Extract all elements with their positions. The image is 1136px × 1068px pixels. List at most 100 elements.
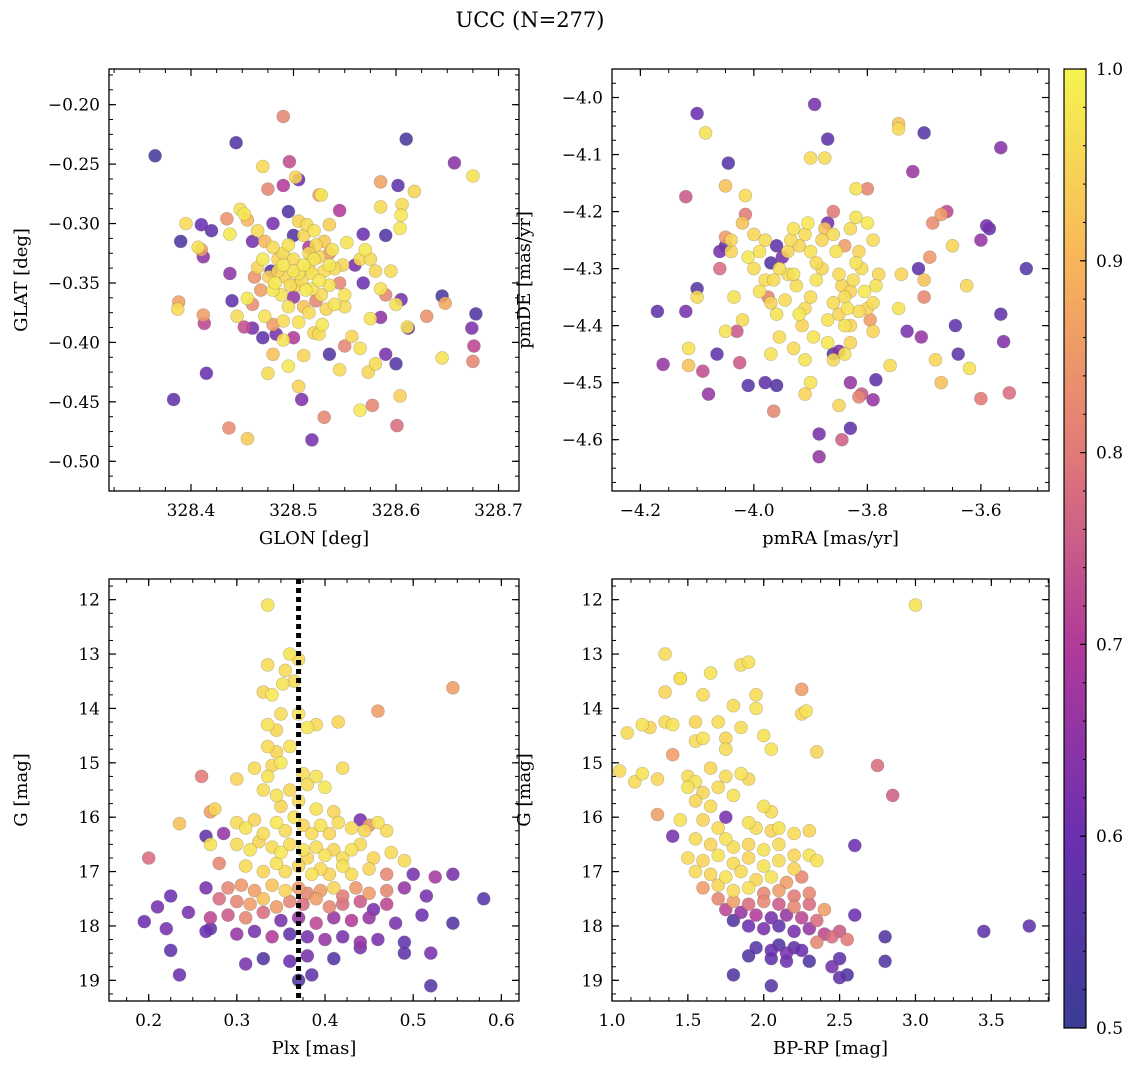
data-point — [710, 347, 724, 361]
data-point — [353, 935, 368, 950]
data-point — [866, 295, 880, 310]
data-point — [256, 826, 271, 841]
data-point — [799, 704, 814, 718]
colorbar-tick-label: 0.6 — [1096, 827, 1123, 847]
data-point — [353, 403, 367, 418]
data-point — [711, 878, 726, 893]
data-point — [307, 252, 321, 267]
data-point — [681, 341, 696, 356]
data-point — [735, 216, 750, 230]
data-point — [726, 968, 741, 982]
y-tick-label: 16 — [581, 808, 603, 828]
data-point — [769, 378, 784, 393]
data-point — [772, 837, 786, 852]
data-point — [243, 897, 257, 912]
data-point — [809, 745, 824, 759]
data-point — [852, 244, 866, 259]
data-point — [749, 908, 763, 922]
data-point — [307, 223, 321, 238]
data-point — [734, 720, 748, 735]
data-point — [363, 311, 378, 326]
data-point — [203, 910, 218, 925]
data-point — [681, 358, 696, 373]
data-point — [199, 924, 213, 939]
data-point — [331, 715, 346, 729]
data-point — [741, 881, 756, 895]
data-point — [196, 308, 211, 322]
data-point — [378, 228, 393, 243]
data-point — [278, 864, 293, 879]
data-point — [860, 216, 875, 230]
data-point — [250, 223, 265, 238]
data-point — [656, 357, 670, 372]
data-point — [711, 891, 726, 906]
data-point — [843, 421, 858, 436]
data-point — [238, 821, 253, 835]
data-point — [469, 307, 483, 321]
y-tick-label: −0.45 — [48, 393, 100, 413]
data-point — [779, 875, 794, 890]
panel-pmra-pmde: −4.2 −4.0 −3.8 −3.6 −4.0 −4.1 −4.2 −4.3 −4.4 −4.5… — [514, 68, 1050, 549]
data-point — [871, 267, 886, 282]
data-point — [384, 845, 399, 860]
data-point — [832, 267, 846, 282]
data-point — [979, 219, 994, 233]
x-tick-label: 0.2 — [135, 1011, 162, 1031]
data-point — [238, 910, 253, 925]
data-point — [362, 862, 376, 876]
y-tick-label: 13 — [581, 645, 603, 665]
x-axis-label: Plx [mas] — [272, 1038, 357, 1059]
x-axis-label: BP-RP [mag] — [773, 1038, 888, 1059]
data-point — [764, 742, 779, 757]
x-tick-label: 328.4 — [167, 501, 216, 521]
data-point — [384, 264, 398, 278]
data-point — [891, 301, 906, 316]
data-point — [741, 897, 756, 912]
x-tick-label: 328.7 — [474, 501, 523, 521]
x-tick-label: 0.6 — [488, 1011, 515, 1031]
data-point — [787, 826, 801, 841]
data-point — [752, 284, 767, 299]
data-point — [681, 851, 695, 865]
data-point — [794, 943, 809, 958]
data-point — [464, 321, 479, 335]
data-point — [276, 258, 291, 272]
y-tick-label: 19 — [78, 971, 100, 991]
data-point — [315, 317, 330, 332]
data-point — [787, 924, 801, 939]
data-point — [840, 932, 855, 947]
data-point — [317, 410, 332, 425]
y-tick-label: 13 — [78, 645, 100, 665]
data-point — [678, 304, 693, 319]
data-point — [922, 250, 937, 265]
data-point — [866, 392, 880, 407]
data-point — [673, 813, 688, 827]
y-tick-label: 16 — [78, 808, 100, 828]
data-point — [718, 810, 733, 825]
data-point — [223, 266, 237, 281]
data-point — [230, 837, 244, 852]
data-point — [282, 739, 297, 754]
data-point — [274, 845, 288, 860]
data-point — [282, 783, 297, 797]
y-tick-label: 15 — [581, 754, 603, 774]
y-tick-label: 17 — [581, 863, 603, 883]
data-point — [278, 823, 293, 838]
data-point — [802, 886, 817, 901]
data-point — [265, 687, 279, 702]
y-tick-label: −0.25 — [48, 155, 100, 175]
data-point — [300, 949, 315, 963]
x-tick-label: 0.4 — [311, 1011, 338, 1031]
data-point — [356, 276, 371, 290]
y-axis-label: GLAT [deg] — [11, 228, 32, 332]
colorbar-tick-label: 1.0 — [1096, 60, 1123, 80]
data-point — [373, 282, 388, 296]
data-point — [734, 766, 748, 781]
data-point — [820, 313, 835, 327]
y-axis-label: G [mag] — [514, 753, 535, 826]
data-point — [779, 946, 794, 960]
data-point — [826, 204, 841, 219]
y-tick-label: 14 — [78, 699, 100, 719]
data-point — [826, 227, 841, 242]
data-point — [438, 296, 453, 311]
